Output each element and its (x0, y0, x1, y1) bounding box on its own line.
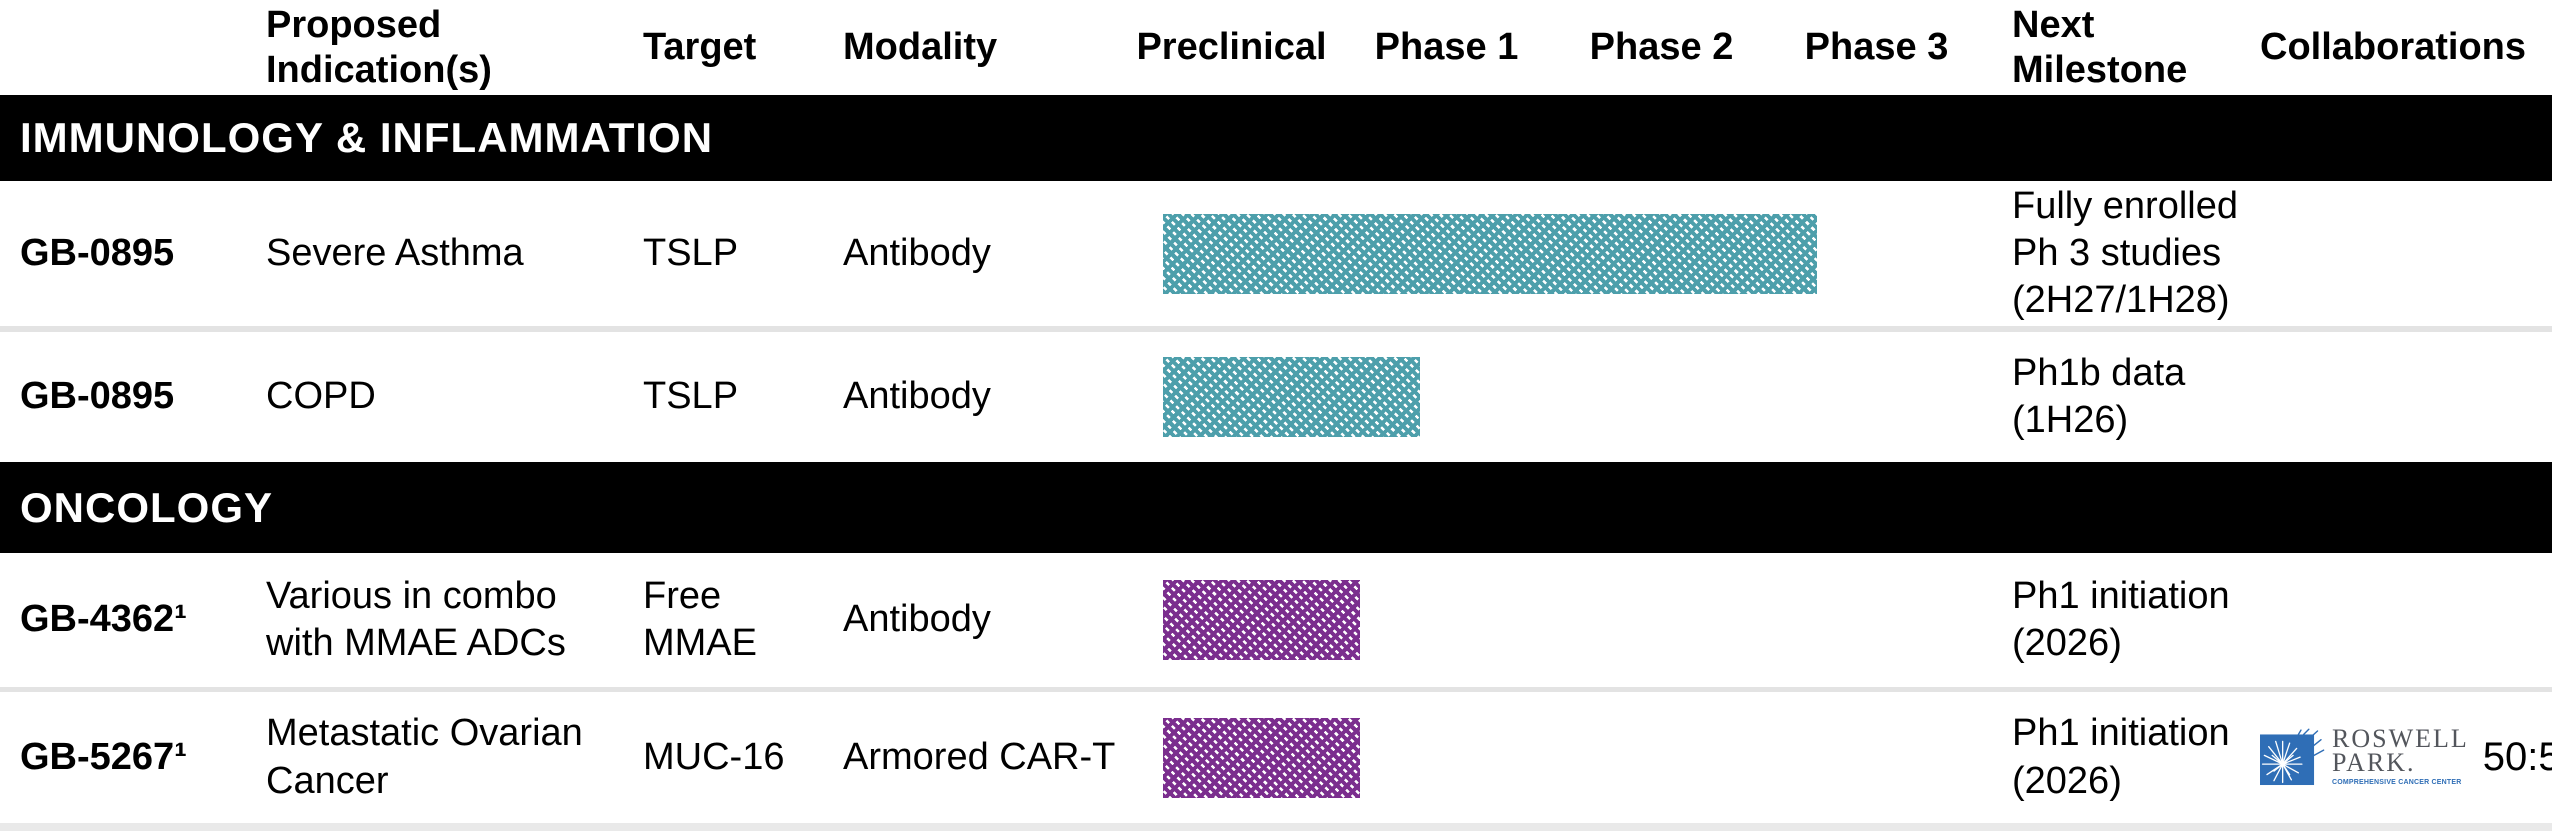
drug-name: GB-4362¹ (20, 598, 187, 641)
drug-name: GB-0895 (20, 375, 175, 418)
milestone-cell: Fully enrolled Ph 3 studies (2H27/1H28) (2012, 184, 2238, 322)
column-header-phase2: Phase 2 (1589, 26, 1734, 69)
indication-cell: Severe Asthma (266, 231, 524, 274)
phase-progress-bar (1163, 357, 1420, 437)
table-row-gb0895-copd: GB-0895 COPD TSLP Antibody Ph1b data (1H… (0, 332, 2552, 462)
column-header-indication: Proposed Indication(s) (266, 4, 492, 91)
column-header-modality: Modality (843, 26, 998, 69)
logo-name-line1: ROSWELL (2332, 724, 2469, 754)
milestone-cell: Ph1 initiation (2026) (2012, 712, 2230, 802)
roswell-park-logo-text: ROSWELL PARK. COMPREHENSIVE CANCER CENTE… (2332, 724, 2469, 787)
phase-track (1140, 717, 2000, 798)
column-header-target: Target (643, 26, 757, 69)
logo-tagline: COMPREHENSIVE CANCER CENTER (2332, 779, 2462, 787)
target-cell: MUC-16 (643, 735, 785, 778)
column-header-milestone: Next Milestone (2012, 4, 2188, 91)
section-title: ONCOLOGY (20, 483, 274, 531)
roswell-park-starburst-icon (2260, 728, 2325, 785)
modality-cell: Antibody (843, 598, 991, 641)
phase-progress-bar (1163, 213, 1817, 294)
table-row-gb4362: GB-4362¹ Various in combo with MMAE ADCs… (0, 553, 2552, 687)
column-header-phases: Preclinical Phase 1 Phase 2 Phase 3 (1136, 25, 2000, 69)
section-header-immunology-inflammation: IMMUNOLOGY & INFLAMMATION (0, 95, 2552, 181)
table-header-row: Proposed Indication(s) Target Modality P… (0, 0, 2552, 95)
indication-cell: Various in combo with MMAE ADCs (266, 574, 566, 664)
column-header-collaborations: Collaborations (2260, 26, 2527, 69)
modality-cell: Armored CAR-T (843, 735, 1116, 778)
modality-cell: Antibody (843, 231, 991, 274)
row-divider (0, 326, 2552, 332)
phase-progress-bar (1163, 717, 1360, 798)
section-title: IMMUNOLOGY & INFLAMMATION (20, 114, 714, 161)
target-cell: TSLP (643, 375, 739, 418)
target-cell: Free MMAE (643, 574, 757, 664)
milestone-cell: Ph1 initiation (2026) (2012, 574, 2230, 664)
column-header-phase3: Phase 3 (1804, 26, 1949, 69)
section-header-oncology: ONCOLOGY (0, 462, 2552, 553)
collaboration-cell: ROSWELL PARK. COMPREHENSIVE CANCER CENTE… (2250, 725, 2552, 791)
target-cell: TSLP (643, 231, 739, 274)
indication-cell: COPD (266, 375, 376, 418)
column-header-preclinical: Preclinical (1136, 26, 1327, 69)
indication-cell: Metastatic Ovarian Cancer (266, 712, 583, 802)
phase-track (1140, 580, 2000, 660)
phase-progress-bar (1163, 580, 1360, 660)
logo-name-line2: PARK. (2332, 748, 2416, 778)
collaboration-ratio: 50:50 (2482, 734, 2552, 779)
table-row-gb5267: GB-5267¹ Metastatic Ovarian Cancer MUC-1… (0, 692, 2552, 823)
roswell-park-logo: ROSWELL PARK. COMPREHENSIVE CANCER CENTE… (2260, 725, 2469, 791)
phase-track (1140, 213, 2000, 294)
phase-track (1140, 357, 2000, 437)
drug-name: GB-0895 (20, 231, 175, 274)
bottom-divider (0, 823, 2552, 831)
modality-cell: Antibody (843, 375, 991, 418)
drug-name: GB-5267¹ (20, 735, 187, 778)
table-row-gb0895-severe-asthma: GB-0895 Severe Asthma TSLP Antibody Full… (0, 181, 2552, 326)
column-header-phase1: Phase 1 (1374, 26, 1519, 69)
milestone-cell: Ph1b data (1H26) (2012, 351, 2186, 441)
row-divider (0, 687, 2552, 692)
